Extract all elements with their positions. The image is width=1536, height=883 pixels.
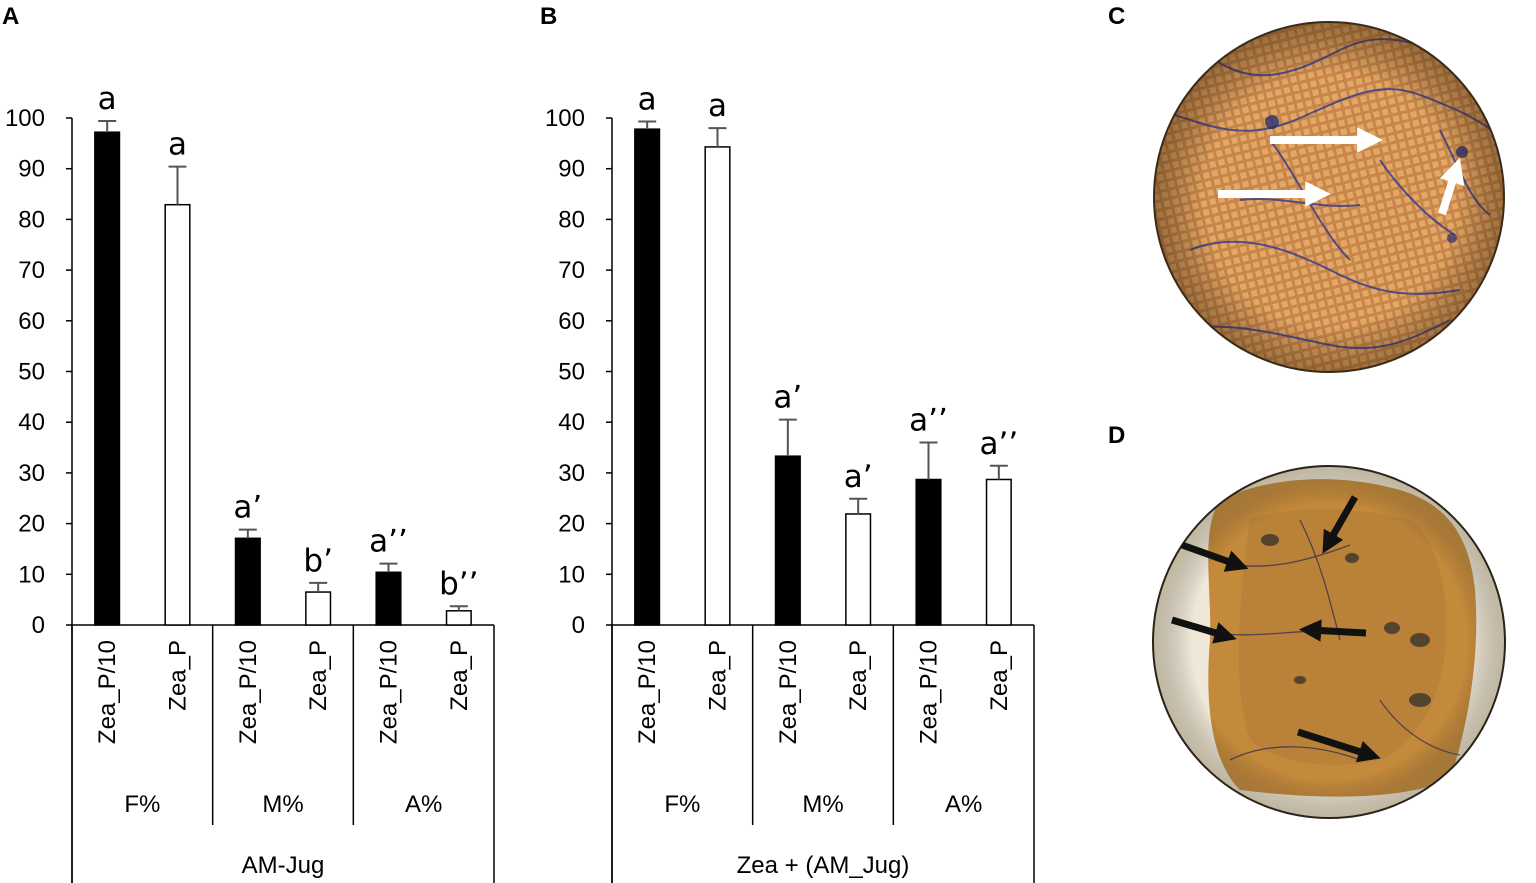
x-axis-label: AM-Jug xyxy=(242,852,325,879)
significance-label: a’ xyxy=(773,380,802,416)
bar xyxy=(445,610,472,626)
significance-label: a’ xyxy=(233,490,262,526)
group-label: M% xyxy=(262,791,303,818)
y-tick-label: 50 xyxy=(558,359,585,386)
y-tick-label: 10 xyxy=(18,561,45,588)
y-tick-label: 30 xyxy=(18,460,45,487)
group-label: M% xyxy=(802,791,843,818)
bar xyxy=(915,478,942,626)
group-label: A% xyxy=(405,791,442,818)
y-tick-label: 100 xyxy=(5,105,45,132)
photo-c xyxy=(1153,21,1505,373)
arrow-d-5 xyxy=(1296,728,1381,763)
y-tick-label: 60 xyxy=(18,308,45,335)
group-label: A% xyxy=(945,791,982,818)
y-tick-label: 50 xyxy=(18,359,45,386)
panel-label-a: A xyxy=(2,3,19,30)
chart-a: 0 10 20 30 40 50 60 70 80 90 100 a Zea_P/10 a Zea_P a’ Z… xyxy=(5,81,495,883)
y-tick-label: 100 xyxy=(545,105,585,132)
panel-label-d: D xyxy=(1108,422,1125,449)
y-tick-label: 0 xyxy=(32,612,45,639)
significance-label: b’’ xyxy=(439,566,478,602)
arrow-d-1 xyxy=(1180,541,1249,572)
y-tick-label: 70 xyxy=(558,257,585,284)
category-label: Zea_P xyxy=(986,640,1013,711)
significance-label: a’’ xyxy=(909,402,948,438)
panel-label-b: B xyxy=(540,3,557,30)
y-tick-label: 60 xyxy=(558,308,585,335)
bar xyxy=(234,537,261,626)
y-tick-label: 20 xyxy=(558,511,585,538)
chart-b: 0 10 20 30 40 50 60 70 80 90 100 a Zea_P/10 a Zea_P a’ Z… xyxy=(545,82,1035,883)
category-label: Zea_P xyxy=(305,640,332,711)
category-label: Zea_P/10 xyxy=(235,640,262,744)
significance-label: a xyxy=(708,88,727,124)
bar xyxy=(94,131,121,626)
y-tick-label: 30 xyxy=(558,460,585,487)
arrow-d-3 xyxy=(1171,616,1237,644)
significance-label: a xyxy=(98,81,117,117)
significance-label: b’ xyxy=(303,543,333,579)
bar xyxy=(375,571,402,626)
category-label: Zea_P xyxy=(446,640,473,711)
y-tick-label: 70 xyxy=(18,257,45,284)
x-axis-label: Zea + (AM_Jug) xyxy=(737,852,910,879)
bar xyxy=(634,128,661,626)
y-tick-label: 40 xyxy=(558,409,585,436)
panel-label-c: C xyxy=(1108,3,1125,30)
y-tick-label: 90 xyxy=(18,156,45,183)
category-label: Zea_P/10 xyxy=(376,640,403,744)
bar xyxy=(845,513,872,626)
bar xyxy=(305,591,332,626)
group-label: F% xyxy=(124,791,160,818)
y-tick-label: 20 xyxy=(18,511,45,538)
y-tick-label: 80 xyxy=(558,206,585,233)
arrow-d-2 xyxy=(1322,495,1359,554)
group-label: F% xyxy=(664,791,700,818)
significance-label: a xyxy=(168,127,187,163)
category-label: Zea_P/10 xyxy=(94,640,121,744)
significance-label: a’’ xyxy=(979,426,1018,462)
arrow-d-4 xyxy=(1298,619,1367,642)
bar xyxy=(164,203,191,626)
arrow-c-3 xyxy=(1438,157,1465,216)
category-label: Zea_P/10 xyxy=(775,640,802,744)
y-tick-label: 10 xyxy=(558,561,585,588)
y-tick-label: 0 xyxy=(572,612,585,639)
category-label: Zea_P/10 xyxy=(916,640,943,744)
photo-d xyxy=(1152,465,1506,819)
category-label: Zea_P xyxy=(845,640,872,711)
bar xyxy=(704,146,731,626)
significance-label: a’’ xyxy=(369,524,408,560)
bar xyxy=(774,455,801,626)
y-tick-label: 40 xyxy=(18,409,45,436)
bar xyxy=(985,478,1012,626)
significance-label: a’ xyxy=(844,459,873,495)
category-label: Zea_P xyxy=(705,640,732,711)
y-tick-label: 90 xyxy=(558,156,585,183)
significance-label: a xyxy=(638,82,657,118)
y-tick-label: 80 xyxy=(18,206,45,233)
category-label: Zea_P xyxy=(165,640,192,711)
category-label: Zea_P/10 xyxy=(634,640,661,744)
